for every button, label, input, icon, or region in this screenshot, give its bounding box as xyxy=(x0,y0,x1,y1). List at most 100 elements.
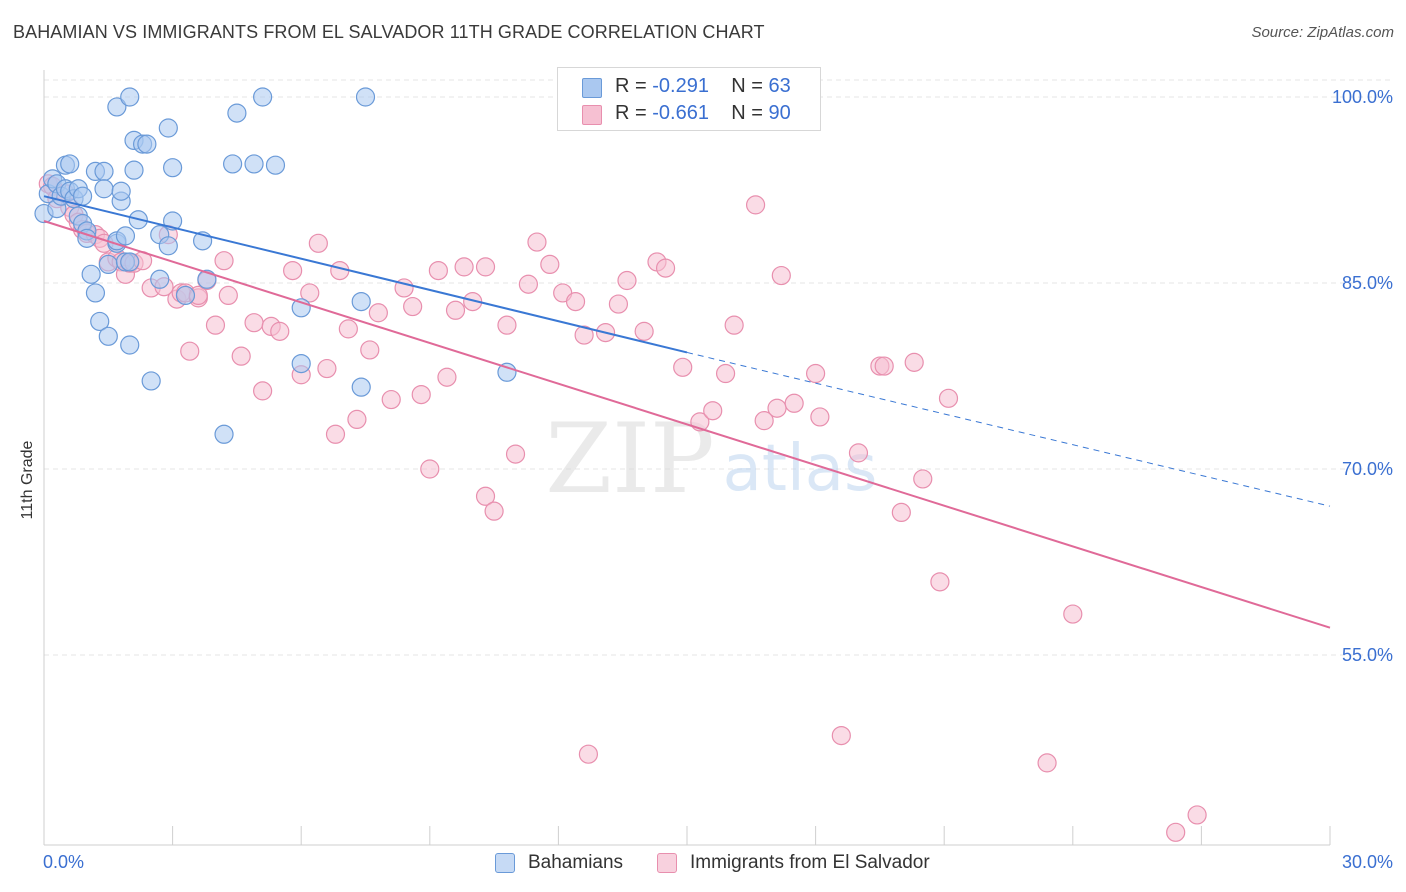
data-point-el-salvador xyxy=(565,292,586,312)
data-point-bahamian xyxy=(158,118,178,138)
data-point-el-salvador xyxy=(608,294,629,314)
data-point-el-salvador xyxy=(300,283,320,303)
data-point-el-salvador xyxy=(703,401,723,421)
data-point-el-salvador xyxy=(673,357,693,377)
data-point-el-salvador xyxy=(938,388,959,408)
legend-item-bahamians: Bahamians xyxy=(495,852,623,874)
series-legend: Bahamians Immigrants from El Salvador xyxy=(0,852,1406,878)
legend-label-el-salvador: Immigrants from El Salvador xyxy=(690,852,930,873)
data-point-el-salvador xyxy=(218,285,238,305)
data-point-el-salvador xyxy=(784,393,804,413)
data-point-el-salvador xyxy=(338,319,358,339)
legend-swatch-pink xyxy=(582,105,602,125)
data-point-el-salvador xyxy=(1063,604,1083,624)
data-point-el-salvador xyxy=(1166,822,1186,842)
data-point-el-salvador xyxy=(381,389,401,410)
watermark: ZIP atlas xyxy=(545,403,877,515)
data-point-bahamian xyxy=(137,134,157,154)
data-point-el-salvador xyxy=(347,409,367,429)
data-point-bahamian xyxy=(355,87,376,107)
data-point-bahamian xyxy=(351,377,371,397)
data-point-bahamian xyxy=(124,160,144,180)
data-point-el-salvador xyxy=(411,385,431,405)
data-point-el-salvador xyxy=(484,501,504,521)
data-point-el-salvador xyxy=(317,358,337,379)
data-point-el-salvador xyxy=(904,352,924,372)
legend-item-el-salvador: Immigrants from El Salvador xyxy=(657,852,930,874)
trend-line-el-salvador xyxy=(43,220,1331,629)
data-point-el-salvador xyxy=(754,411,774,431)
data-point-bahamian xyxy=(158,236,178,256)
x-tick-label-max: 30.0% xyxy=(1341,852,1393,872)
data-point-bahamian xyxy=(223,154,243,174)
data-point-el-salvador xyxy=(497,315,517,335)
data-point-el-salvador xyxy=(655,258,676,278)
data-point-el-salvador xyxy=(578,744,599,764)
trend-line-bahamians-extension xyxy=(686,351,1331,507)
data-point-el-salvador xyxy=(253,381,273,401)
data-point-el-salvador xyxy=(930,572,950,592)
data-point-bahamian xyxy=(72,186,93,206)
y-tick-labels: 55.0% 70.0% 85.0% 100.0% xyxy=(1332,87,1393,665)
data-point-el-salvador xyxy=(475,257,496,277)
n-value-bahamians: 63 xyxy=(768,75,791,97)
data-point-el-salvador xyxy=(214,251,234,271)
legend-row-bahamians: R = -0.291 N = 63 xyxy=(558,73,820,101)
data-point-el-salvador xyxy=(244,313,264,333)
data-point-el-salvador xyxy=(454,257,474,277)
y-tick-label: 100.0% xyxy=(1332,87,1393,107)
data-point-el-salvador xyxy=(848,443,869,463)
data-point-bahamian xyxy=(175,285,196,305)
data-point-bahamian xyxy=(98,254,118,274)
data-point-bahamian xyxy=(81,264,101,284)
data-point-bahamian xyxy=(115,226,136,246)
data-point-bahamian xyxy=(291,354,311,374)
data-point-el-salvador xyxy=(505,444,526,464)
data-point-el-salvador xyxy=(891,502,911,523)
data-point-el-salvador xyxy=(283,261,303,281)
data-point-el-salvador xyxy=(771,265,791,286)
trend-line-bahamians xyxy=(43,195,688,354)
r-value-bahamians: -0.291 xyxy=(652,75,709,97)
data-point-el-salvador xyxy=(445,300,466,320)
data-point-el-salvador xyxy=(810,407,830,427)
data-point-bahamian xyxy=(497,362,517,382)
watermark-zip: ZIP xyxy=(545,403,714,515)
data-point-el-salvador xyxy=(428,261,448,281)
data-point-bahamian xyxy=(120,335,140,355)
chart-title: BAHAMIAN VS IMMIGRANTS FROM EL SALVADOR … xyxy=(13,22,765,42)
data-point-el-salvador xyxy=(574,325,594,345)
n-value-el-salvador: 90 xyxy=(768,102,791,124)
data-point-el-salvador xyxy=(1037,753,1057,773)
legend-swatch-blue xyxy=(582,78,602,98)
data-point-el-salvador xyxy=(617,270,637,291)
legend-text-bahamians: R = -0.291 N = 63 xyxy=(615,75,791,97)
data-point-bahamian xyxy=(120,252,140,272)
data-point-el-salvador xyxy=(308,233,328,253)
data-point-bahamian xyxy=(150,269,170,289)
data-point-bahamian xyxy=(94,179,114,199)
correlation-legend: R = -0.291 N = 63 R = -0.661 N = 90 xyxy=(557,67,821,131)
data-point-el-salvador xyxy=(270,321,290,341)
data-point-bahamian xyxy=(351,292,371,312)
data-point-el-salvador xyxy=(805,363,826,384)
data-point-el-salvador xyxy=(231,346,251,366)
data-point-el-salvador xyxy=(180,341,200,361)
data-point-bahamian xyxy=(244,154,264,174)
data-point-el-salvador xyxy=(715,363,736,384)
data-point-el-salvador xyxy=(767,398,787,418)
data-point-el-salvador xyxy=(527,232,547,252)
data-point-el-salvador xyxy=(874,356,894,376)
data-point-el-salvador xyxy=(1187,805,1207,825)
data-point-el-salvador xyxy=(634,321,654,341)
r-value-el-salvador: -0.661 xyxy=(652,102,709,124)
data-point-bahamian xyxy=(214,424,234,444)
data-point-bahamian xyxy=(85,283,106,303)
data-point-bahamian xyxy=(98,326,118,346)
data-point-el-salvador xyxy=(724,315,744,335)
series-bahamians xyxy=(34,87,517,444)
data-point-bahamian xyxy=(94,161,114,181)
y-tick-label: 85.0% xyxy=(1342,273,1393,293)
y-tick-label: 70.0% xyxy=(1342,459,1393,479)
